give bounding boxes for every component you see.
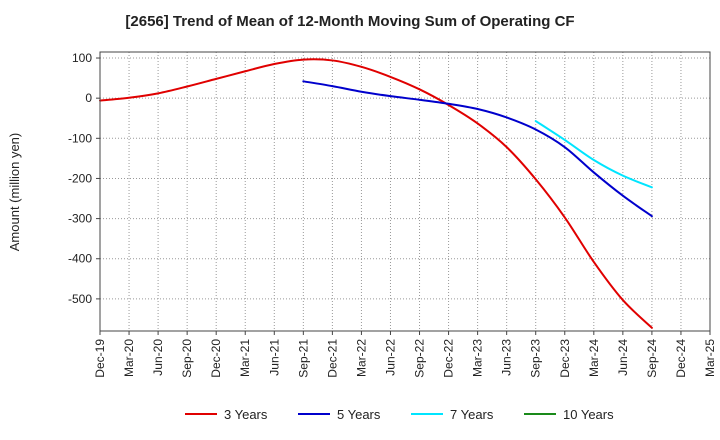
x-tick-label: Dec-19 <box>93 339 107 378</box>
x-tick-label: Dec-21 <box>325 339 339 378</box>
y-tick-label: 0 <box>85 91 92 105</box>
plot-frame <box>99 51 711 332</box>
series-lines <box>99 58 653 329</box>
chart-title: [2656] Trend of Mean of 12-Month Moving … <box>125 13 574 30</box>
x-tick-label: Sep-23 <box>529 339 543 378</box>
y-tick-label: -400 <box>68 252 92 266</box>
y-tick-label: -100 <box>68 131 92 145</box>
x-tick-label: Dec-23 <box>558 339 572 378</box>
x-tick-label: Jun-22 <box>383 339 397 376</box>
x-tick-label: Mar-21 <box>238 339 252 377</box>
series-line-3-years <box>99 58 653 329</box>
x-tick-label: Sep-21 <box>296 339 310 378</box>
x-tick-label: Mar-22 <box>354 339 368 377</box>
y-axis-label: Amount (million yen) <box>7 133 22 252</box>
series-line-7-years <box>534 120 653 189</box>
x-tick-label: Sep-20 <box>180 339 194 378</box>
legend-label-7-years: 7 Years <box>450 407 494 422</box>
x-tick-label: Jun-24 <box>616 339 630 376</box>
legend-label-5-years: 5 Years <box>337 407 381 422</box>
x-tick-label: Mar-23 <box>471 339 485 377</box>
y-tick-label: -300 <box>68 212 92 226</box>
y-tick-label: -200 <box>68 171 92 185</box>
legend: 3 Years 5 Years 7 Years 10 Years <box>185 407 614 422</box>
legend-label-3-years: 3 Years <box>224 407 268 422</box>
y-tick-label: -500 <box>68 292 92 306</box>
legend-label-10-years: 10 Years <box>563 407 614 422</box>
x-tick-label: Dec-20 <box>209 339 223 378</box>
y-tick-labels: 100 0 -100 -200 -300 -400 -500 <box>68 51 100 306</box>
x-tick-label: Jun-23 <box>500 339 514 376</box>
x-tick-label: Mar-20 <box>122 339 136 377</box>
x-tick-label: Dec-22 <box>442 339 456 378</box>
x-tick-label: Dec-24 <box>674 339 688 378</box>
x-tick-label: Mar-25 <box>703 339 717 377</box>
y-tick-label: 100 <box>72 51 92 65</box>
x-tick-label: Sep-22 <box>413 339 427 378</box>
x-tick-labels: Dec-19 Mar-20 Jun-20 Sep-20 Dec-20 Mar-21 Jun-… <box>93 331 717 378</box>
x-tick-label: Mar-24 <box>587 339 601 377</box>
x-tick-label: Jun-20 <box>151 339 165 376</box>
x-tick-label: Sep-24 <box>645 339 659 378</box>
series-line-5-years <box>302 80 653 218</box>
x-tick-label: Jun-21 <box>267 339 281 376</box>
